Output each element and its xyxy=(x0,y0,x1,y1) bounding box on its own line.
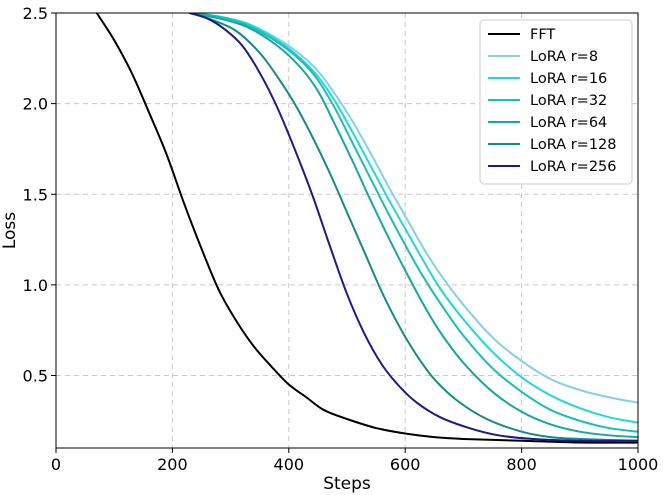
series-line-lora-r-64 xyxy=(188,13,638,439)
x-tick-label: 0 xyxy=(51,455,61,474)
series-line-lora-r-256 xyxy=(188,13,638,442)
legend-label: FFT xyxy=(530,27,555,43)
plot-frame xyxy=(55,12,639,449)
x-axis-label: Steps xyxy=(323,474,371,494)
series-line-lora-r-16 xyxy=(188,13,638,424)
legend: FFT LoRA r=8 LoRA r=16 LoRA r=32 LoRA r=64 Lo… xyxy=(479,19,633,185)
y-tick-label: 1.5 xyxy=(23,185,48,204)
series-layer xyxy=(95,13,638,444)
x-tick-label: 800 xyxy=(506,455,537,474)
x-tick-label: 600 xyxy=(390,455,421,474)
x-tick-label: 200 xyxy=(157,455,188,474)
legend-label: LoRA r=16 xyxy=(530,71,607,87)
legend-label: LoRA r=128 xyxy=(530,137,617,153)
legend-label: LoRA r=32 xyxy=(530,93,607,109)
y-tick-label: 2.0 xyxy=(23,95,48,114)
series-line-lora-r-32 xyxy=(188,13,638,433)
y-axis-label: Loss xyxy=(0,212,20,249)
y-tick-label: 2.5 xyxy=(23,4,48,23)
y-tick-label: 0.5 xyxy=(23,367,48,386)
y-tick-label: 1.0 xyxy=(23,276,48,295)
series-line-fft xyxy=(95,13,638,444)
x-tick-label: 1000 xyxy=(618,455,659,474)
series-line-lora-r-8 xyxy=(188,13,638,404)
axis-ticks: 0 200 400 600 800 1000 0.5 1.0 1.5 2.0 2.5 xyxy=(23,4,659,474)
x-tick-label: 400 xyxy=(274,455,305,474)
legend-label: LoRA r=8 xyxy=(530,49,598,65)
legend-label: LoRA r=256 xyxy=(530,159,617,175)
series-line-lora-r-128 xyxy=(188,13,638,442)
legend-label: LoRA r=64 xyxy=(530,115,607,131)
